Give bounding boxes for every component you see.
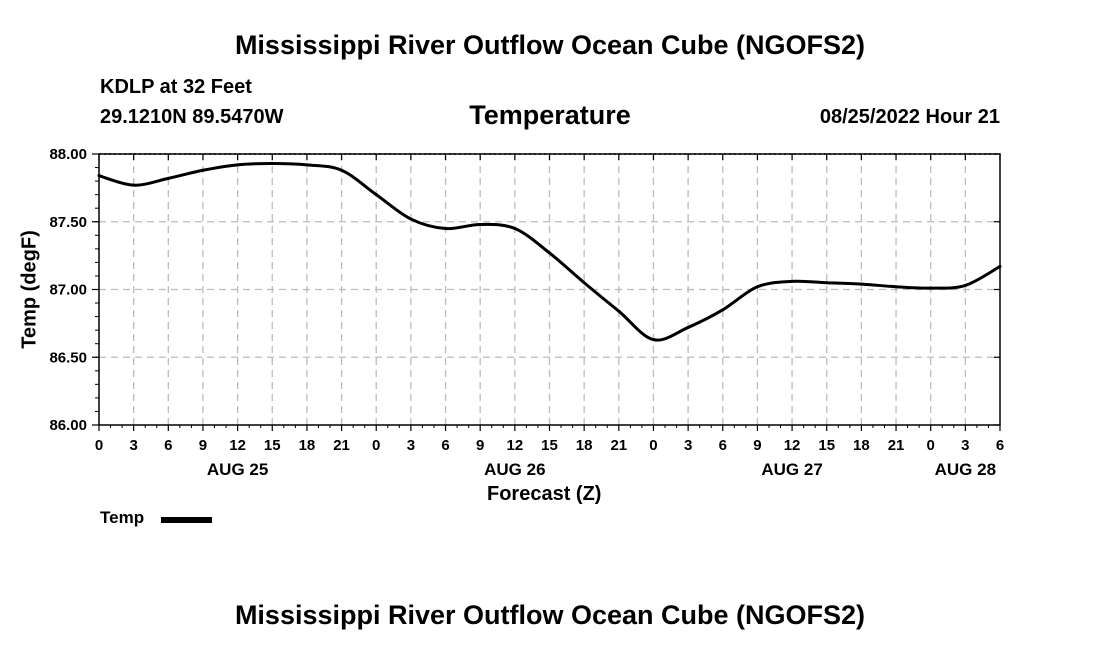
temp-point xyxy=(859,282,863,286)
axis-labels: 0 3 6 9 12 15 18 21 0 3 6 9 12 15 18 21 0 3 6 9 12 15 18 21 0 3 6 8… xyxy=(49,146,1004,479)
run-time: 08/25/2022 Hour 21 xyxy=(819,106,1000,128)
x-tick-label: 12 xyxy=(784,437,801,454)
x-tick-label: 6 xyxy=(719,437,727,454)
temp-point xyxy=(166,176,170,180)
y-tick-label: 87.50 xyxy=(49,214,87,231)
temp-point xyxy=(305,163,309,167)
temp-point xyxy=(686,325,690,329)
x-tick-label: 18 xyxy=(853,437,870,454)
x-tick-label: 3 xyxy=(961,437,969,454)
x-tick-label: 18 xyxy=(576,437,593,454)
x-tick-label: 0 xyxy=(372,437,380,454)
temp-point xyxy=(513,227,517,231)
variable-title: Temperature xyxy=(469,100,631,130)
x-tick-label: 12 xyxy=(229,437,246,454)
station-coords: 29.1210N 89.5470W xyxy=(100,106,284,128)
x-tick-label: 18 xyxy=(299,437,316,454)
temp-point xyxy=(236,163,240,167)
temp-point xyxy=(721,308,725,312)
y-tick-label: 87.00 xyxy=(49,282,87,299)
x-tick-label: 3 xyxy=(684,437,692,454)
x-tick-label: 6 xyxy=(996,437,1004,454)
x-tick-label: 15 xyxy=(541,437,558,454)
temp-point xyxy=(998,264,1002,268)
temp-point xyxy=(478,222,482,226)
temp-point xyxy=(755,285,759,289)
x-tick-label: 0 xyxy=(927,437,935,454)
axis-ticks xyxy=(92,153,1001,431)
x-tick-label: 6 xyxy=(164,437,172,454)
temp-point xyxy=(409,217,413,221)
x-tick-label: 3 xyxy=(129,437,137,454)
day-label: AUG 25 xyxy=(207,460,268,479)
x-tick-label: 9 xyxy=(476,437,484,454)
temp-point xyxy=(97,174,101,178)
temp-point xyxy=(340,168,344,172)
x-tick-label: 15 xyxy=(818,437,835,454)
x-tick-label: 3 xyxy=(407,437,415,454)
temp-point xyxy=(132,183,136,187)
x-tick-label: 12 xyxy=(507,437,524,454)
y-tick-label: 86.50 xyxy=(49,349,87,366)
day-label: AUG 26 xyxy=(484,460,545,479)
y-tick-label: 86.00 xyxy=(49,417,87,434)
x-tick-label: 21 xyxy=(333,437,350,454)
temp-point xyxy=(825,281,829,285)
temp-point xyxy=(374,193,378,197)
x-tick-label: 6 xyxy=(441,437,449,454)
x-tick-label: 9 xyxy=(753,437,761,454)
legend-label: Temp xyxy=(100,508,145,527)
temp-point xyxy=(201,168,205,172)
main-title: Mississippi River Outflow Ocean Cube (NG… xyxy=(234,30,866,60)
x-tick-label: 0 xyxy=(95,437,103,454)
x-tick-label: 21 xyxy=(610,437,627,454)
temp-point xyxy=(444,227,448,231)
x-tick-label: 9 xyxy=(199,437,207,454)
y-tick-label: 88.00 xyxy=(49,146,87,163)
temp-point xyxy=(582,281,586,285)
legend-swatch xyxy=(161,517,212,523)
plot-frame xyxy=(98,153,1001,426)
bottom-title: Mississippi River Outflow Ocean Cube (NG… xyxy=(234,600,866,630)
temp-point xyxy=(963,283,967,287)
x-axis-label: Forecast (Z) xyxy=(487,483,602,505)
x-tick-label: 15 xyxy=(264,437,281,454)
temp-point xyxy=(790,279,794,283)
temp-point xyxy=(270,161,274,165)
temp-point xyxy=(894,285,898,289)
grid-lines xyxy=(99,153,1000,425)
temp-point xyxy=(929,286,933,290)
x-tick-label: 21 xyxy=(888,437,905,454)
x-tick-label: 0 xyxy=(649,437,657,454)
temp-point xyxy=(617,309,621,313)
temp-point xyxy=(548,251,551,255)
station-label: KDLP at 32 Feet xyxy=(100,76,252,98)
day-label: AUG 28 xyxy=(935,460,996,479)
day-label: AUG 27 xyxy=(761,460,822,479)
temp-point xyxy=(651,338,655,342)
